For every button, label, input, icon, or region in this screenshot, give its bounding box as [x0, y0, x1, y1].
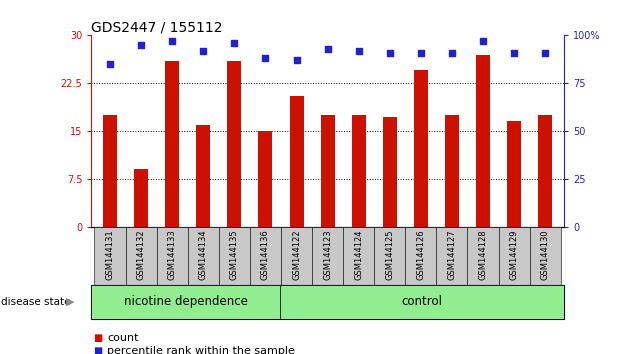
Text: GDS2447 / 155112: GDS2447 / 155112	[91, 20, 223, 34]
Bar	[197, 125, 210, 227]
Bar	[134, 169, 148, 227]
Bar	[498, 227, 530, 285]
Bar	[538, 115, 552, 227]
Bar	[321, 115, 335, 227]
Bar	[280, 285, 564, 319]
Bar	[530, 227, 561, 285]
Text: GSM144131: GSM144131	[105, 229, 115, 280]
Point	[323, 46, 333, 52]
Bar	[103, 115, 117, 227]
Bar	[227, 61, 241, 227]
Text: GSM144126: GSM144126	[416, 229, 425, 280]
Bar	[476, 55, 490, 227]
Bar	[94, 227, 125, 285]
Bar	[437, 227, 467, 285]
Text: GSM144123: GSM144123	[323, 229, 332, 280]
Text: GSM144133: GSM144133	[168, 229, 176, 280]
Text: GSM144122: GSM144122	[292, 229, 301, 280]
Point	[198, 48, 209, 53]
Bar	[507, 121, 521, 227]
Bar	[125, 227, 157, 285]
Point	[167, 38, 177, 44]
Bar	[312, 227, 343, 285]
Text: GSM144136: GSM144136	[261, 229, 270, 280]
Bar	[219, 227, 250, 285]
Point	[385, 50, 395, 56]
Text: ▶: ▶	[66, 297, 75, 307]
Bar	[290, 96, 304, 227]
Text: GSM144129: GSM144129	[510, 229, 518, 280]
Point	[353, 48, 364, 53]
Bar	[258, 131, 272, 227]
Bar	[188, 227, 219, 285]
Text: control: control	[401, 295, 443, 308]
Point	[105, 61, 115, 67]
Bar	[352, 115, 365, 227]
Text: nicotine dependence: nicotine dependence	[124, 295, 248, 308]
Point	[260, 56, 270, 61]
Point	[136, 42, 146, 48]
Bar	[414, 70, 428, 227]
Bar	[374, 227, 405, 285]
Text: percentile rank within the sample: percentile rank within the sample	[107, 346, 295, 354]
Text: GSM144125: GSM144125	[386, 229, 394, 280]
Text: disease state: disease state	[1, 297, 70, 307]
Text: GSM144128: GSM144128	[479, 229, 488, 280]
Point	[447, 50, 457, 56]
Text: GSM144135: GSM144135	[230, 229, 239, 280]
Bar	[165, 61, 179, 227]
Bar	[157, 227, 188, 285]
Point	[292, 57, 302, 63]
Point	[416, 50, 426, 56]
Bar	[383, 117, 397, 227]
Bar	[445, 115, 459, 227]
Text: ■: ■	[93, 333, 103, 343]
Text: GSM144132: GSM144132	[137, 229, 146, 280]
Point	[229, 40, 239, 46]
Bar	[405, 227, 437, 285]
Text: GSM144134: GSM144134	[198, 229, 208, 280]
Bar	[343, 227, 374, 285]
Text: GSM144130: GSM144130	[541, 229, 550, 280]
Point	[509, 50, 519, 56]
Bar	[91, 285, 280, 319]
Text: count: count	[107, 333, 139, 343]
Point	[478, 38, 488, 44]
Bar	[281, 227, 312, 285]
Bar	[250, 227, 281, 285]
Text: GSM144124: GSM144124	[354, 229, 363, 280]
Bar	[467, 227, 498, 285]
Point	[540, 50, 550, 56]
Text: ■: ■	[93, 346, 103, 354]
Text: GSM144127: GSM144127	[447, 229, 457, 280]
